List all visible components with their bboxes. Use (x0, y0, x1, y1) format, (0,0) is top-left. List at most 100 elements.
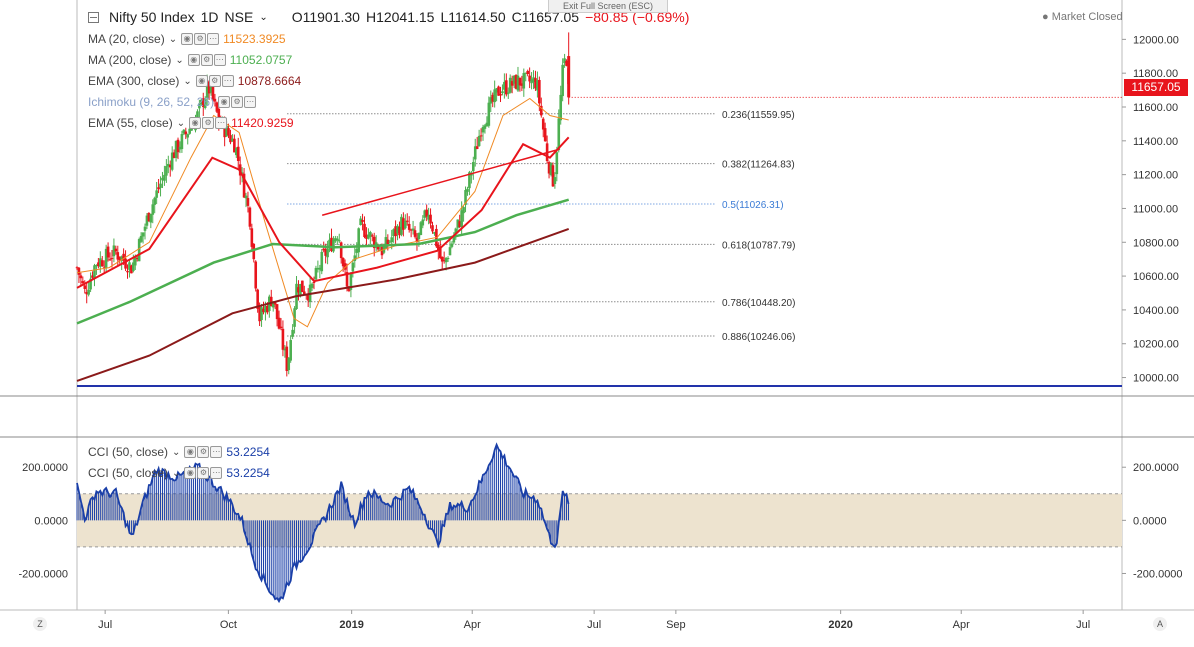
candle-up (165, 166, 168, 176)
legend-buttons[interactable]: ◉ ⚙ ⋯ (218, 96, 257, 108)
eye-icon[interactable]: ◉ (189, 117, 202, 129)
more-icon[interactable]: ⋯ (210, 446, 223, 458)
gear-icon[interactable]: ⚙ (208, 75, 221, 87)
ohlc-close: C11657.05 (511, 9, 580, 25)
chevron-down-icon[interactable]: ⌄ (175, 54, 184, 66)
candle-down (91, 275, 94, 278)
interval-label[interactable]: 1D (200, 9, 219, 25)
legend-cci-1[interactable]: CCI (50, close) ⌄ ◉ ⚙ ⋯ 53.2254 (88, 445, 270, 459)
candle-down (236, 146, 240, 161)
candle-up (203, 99, 207, 108)
trendline (321, 148, 560, 216)
eye-icon[interactable]: ◉ (195, 75, 208, 87)
eye-icon[interactable]: ◉ (218, 96, 231, 108)
candle-up (400, 216, 403, 235)
chevron-down-icon[interactable]: ⌄ (176, 117, 186, 129)
gear-icon[interactable]: ⚙ (231, 96, 244, 108)
gear-icon[interactable]: ⚙ (197, 446, 210, 458)
gear-icon[interactable]: ⚙ (200, 54, 213, 66)
cci-tick-label-left: -200.0000 (18, 568, 68, 580)
candle-up (481, 126, 485, 133)
candle-down (106, 246, 110, 258)
time-tick-label: Jul (587, 619, 601, 631)
legend-label: EMA (55, close) (88, 116, 173, 130)
legend-buttons[interactable]: ◉ ⚙ ⋯ (195, 75, 234, 87)
candle-down (277, 317, 281, 329)
legend-value: 10878.6664 (237, 74, 302, 88)
candle-up (99, 258, 102, 267)
legend-ema300[interactable]: EMA (300, close) ⌄ ◉ ⚙ ⋯ 10878.6664 (88, 74, 301, 88)
legend-cci-2[interactable]: CCI (50, close) ⌄ ◉ ⚙ ⋯ 53.2254 (88, 466, 270, 480)
candle-up (421, 219, 425, 226)
more-icon[interactable]: ⋯ (244, 96, 257, 108)
more-icon[interactable]: ⋯ (221, 75, 234, 87)
collapse-icon[interactable] (88, 11, 99, 23)
symbol-name[interactable]: Nifty 50 Index (109, 9, 195, 25)
candle-down (437, 244, 440, 251)
candle-up (351, 262, 355, 272)
candle-down (77, 267, 81, 275)
candle-up (506, 92, 510, 94)
eye-icon[interactable]: ◉ (181, 33, 194, 45)
candle-up (456, 219, 460, 228)
time-tick-label: 2020 (828, 619, 852, 631)
scroll-left-button[interactable]: Z (33, 617, 47, 631)
more-icon[interactable]: ⋯ (213, 54, 226, 66)
legend-ema55[interactable]: EMA (55, close) ⌄ ◉ ⚙ ⋯ 11420.9259 (88, 116, 294, 130)
gear-icon[interactable]: ⚙ (202, 117, 215, 129)
candle-up (427, 214, 430, 220)
legend-label: MA (20, close) (88, 32, 165, 46)
candle-down (339, 242, 343, 259)
candle-down (322, 248, 326, 251)
candle-up (388, 241, 392, 243)
gear-icon[interactable]: ⚙ (194, 33, 207, 45)
legend-buttons[interactable]: ◉ ⚙ ⋯ (184, 467, 223, 479)
candle-down (254, 261, 258, 289)
candle-down (256, 289, 259, 309)
candle-up (163, 174, 166, 181)
more-icon[interactable]: ⋯ (215, 117, 228, 129)
legend-buttons[interactable]: ◉ ⚙ ⋯ (187, 54, 226, 66)
chevron-down-icon[interactable]: ⌄ (172, 446, 181, 458)
candle-up (508, 77, 512, 93)
candle-down (407, 223, 411, 230)
candle-down (534, 78, 537, 89)
legend-value: 53.2254 (226, 445, 270, 459)
candle-up (283, 348, 287, 351)
legend-buttons[interactable]: ◉ ⚙ ⋯ (189, 117, 228, 129)
candle-down (75, 267, 79, 269)
eye-icon[interactable]: ◉ (187, 54, 200, 66)
candle-up (561, 64, 564, 97)
legend-ma200[interactable]: MA (200, close) ⌄ ◉ ⚙ ⋯ 11052.0757 (88, 53, 292, 67)
chevron-down-icon[interactable]: ⌄ (172, 467, 181, 479)
more-icon[interactable]: ⋯ (207, 33, 220, 45)
candle-up (477, 135, 481, 147)
legend-value: 11052.0757 (229, 53, 293, 67)
ohlc-high: H12041.15 (365, 9, 435, 25)
scroll-right-button[interactable]: A (1153, 617, 1167, 631)
candle-down (479, 135, 483, 137)
chevron-down-icon[interactable]: ⌄ (183, 75, 192, 87)
legend-buttons[interactable]: ◉ ⚙ ⋯ (184, 446, 223, 458)
legend-ma20[interactable]: MA (20, close) ⌄ ◉ ⚙ ⋯ 11523.3925 (88, 32, 286, 46)
eye-icon[interactable]: ◉ (184, 446, 197, 458)
candle-down (215, 102, 219, 112)
candle-down (526, 70, 529, 75)
chevron-down-icon[interactable]: ⌄ (259, 11, 268, 23)
time-tick-label: Sep (666, 619, 686, 631)
time-tick-label: Oct (220, 619, 237, 631)
gear-icon[interactable]: ⚙ (197, 467, 210, 479)
candle-up (334, 238, 337, 242)
legend-buttons[interactable]: ◉ ⚙ ⋯ (181, 33, 220, 45)
candle-up (530, 79, 533, 84)
candle-down (431, 225, 434, 232)
exit-fullscreen-button[interactable]: Exit Full Screen (ESC) (548, 0, 668, 13)
candle-up (473, 146, 477, 160)
candle-down (122, 253, 125, 261)
eye-icon[interactable]: ◉ (184, 467, 197, 479)
more-icon[interactable]: ⋯ (210, 467, 223, 479)
legend-ichimoku[interactable]: Ichimoku (9, 26, 52, 26) ◉ ⚙ ⋯ (88, 95, 257, 109)
candle-down (297, 287, 300, 293)
chevron-down-icon[interactable]: ⌄ (168, 33, 178, 45)
candle-down (157, 187, 160, 190)
